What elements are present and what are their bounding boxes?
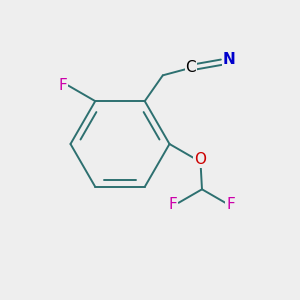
Text: O: O <box>194 152 206 167</box>
Text: N: N <box>222 52 235 67</box>
Text: C: C <box>185 60 196 75</box>
Text: F: F <box>59 78 68 93</box>
Text: F: F <box>169 197 178 212</box>
Text: F: F <box>226 197 235 212</box>
